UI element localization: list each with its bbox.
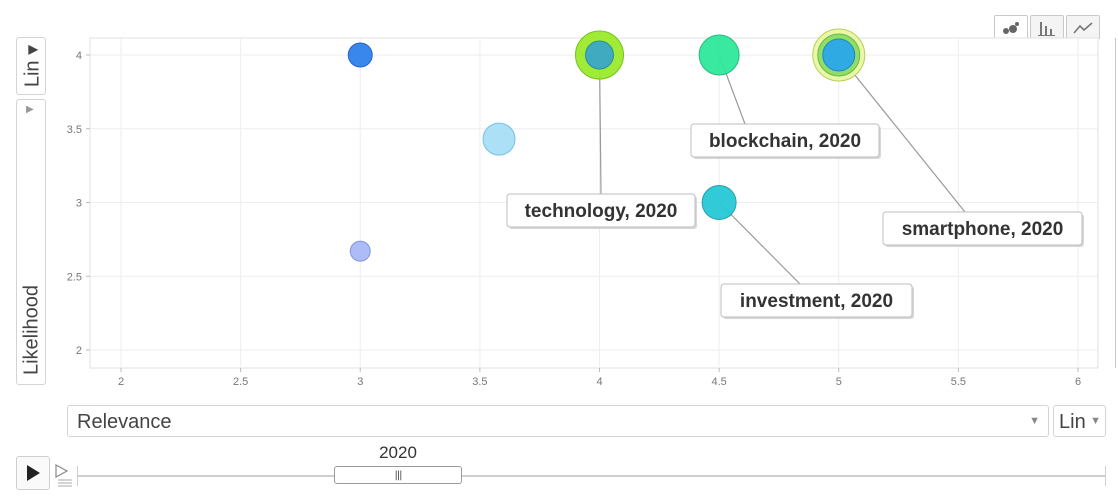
y-tick-label: 3 (76, 198, 82, 210)
x-tick-label: 2 (118, 376, 124, 388)
chart-type-tabs (994, 15, 1102, 39)
bubble-chart-icon (1003, 21, 1019, 34)
slider-end (1105, 466, 1106, 486)
grip-icon: ||| (394, 469, 402, 481)
leader-line (718, 202, 801, 285)
x-axis-label: Relevance (77, 411, 172, 433)
bubble-plot: 2 2.5 3 3.5 4 4.5 5 5.5 6 2 2.5 3 3.5 4 technology, 20… (67, 28, 1099, 388)
bubble (698, 34, 740, 76)
x-tick-label: 6 (1075, 376, 1081, 388)
bubble (347, 42, 373, 68)
play-icon (27, 465, 40, 481)
bubble (482, 122, 516, 156)
y-tick-label: 3.5 (67, 124, 82, 136)
bubble (349, 240, 371, 262)
line-chart-tab[interactable] (1066, 15, 1100, 39)
bubble-label: blockchain, 2020 (709, 131, 861, 152)
bubble (822, 38, 856, 72)
bar-chart-icon (1038, 21, 1055, 36)
bubble (701, 185, 737, 220)
x-tick-label: 4 (596, 376, 602, 388)
x-tick-label: 3.5 (472, 376, 487, 388)
bubble-label: smartphone, 2020 (902, 219, 1064, 240)
x-axis-select[interactable]: Relevance ▼ (67, 405, 1049, 437)
bubble-label-box (506, 193, 696, 228)
slider-start (77, 466, 78, 486)
side-panel-edge (1115, 38, 1118, 368)
time-slider-track[interactable] (77, 475, 1105, 477)
bubble-label-box (720, 283, 913, 318)
chevron-down-icon: ▼ (1090, 415, 1101, 427)
x-scale-label: Lin (1059, 411, 1086, 433)
bubble-label-box (690, 123, 880, 158)
leader-line (838, 54, 966, 213)
bubble (585, 40, 614, 70)
speed-icon (55, 463, 72, 487)
x-scale-select[interactable]: Lin ▼ (1053, 405, 1106, 437)
y-scale-select[interactable]: Lin ▾ (16, 37, 46, 95)
bubble-chart-tab[interactable] (994, 15, 1028, 39)
y-axis-select[interactable]: ▶ Likelihood (16, 99, 46, 385)
y-tick-label: 2.5 (67, 271, 82, 283)
x-tick-label: 2.5 (233, 376, 248, 388)
x-tick-label: 5.5 (951, 376, 966, 388)
bubble-label-box (882, 211, 1083, 246)
time-label: 2020 (379, 443, 417, 462)
chevron-down-icon: ▼ (1029, 415, 1040, 427)
y-axis-expand-icon: ▶ (26, 104, 34, 115)
x-tick-label: 5 (836, 376, 842, 388)
bubble-label: technology, 2020 (525, 201, 678, 222)
line-chart-icon (1073, 21, 1093, 34)
speed-control-button[interactable] (53, 461, 75, 489)
x-tick-label: 3 (357, 376, 363, 388)
y-tick-label: 2 (76, 345, 82, 357)
y-tick-label: 4 (76, 50, 82, 62)
x-tick-label: 4.5 (711, 376, 726, 388)
time-slider-handle[interactable]: ||| (334, 466, 462, 484)
bar-chart-tab[interactable] (1030, 15, 1064, 39)
bubble-label: investment, 2020 (740, 291, 893, 312)
play-button[interactable] (16, 456, 50, 490)
